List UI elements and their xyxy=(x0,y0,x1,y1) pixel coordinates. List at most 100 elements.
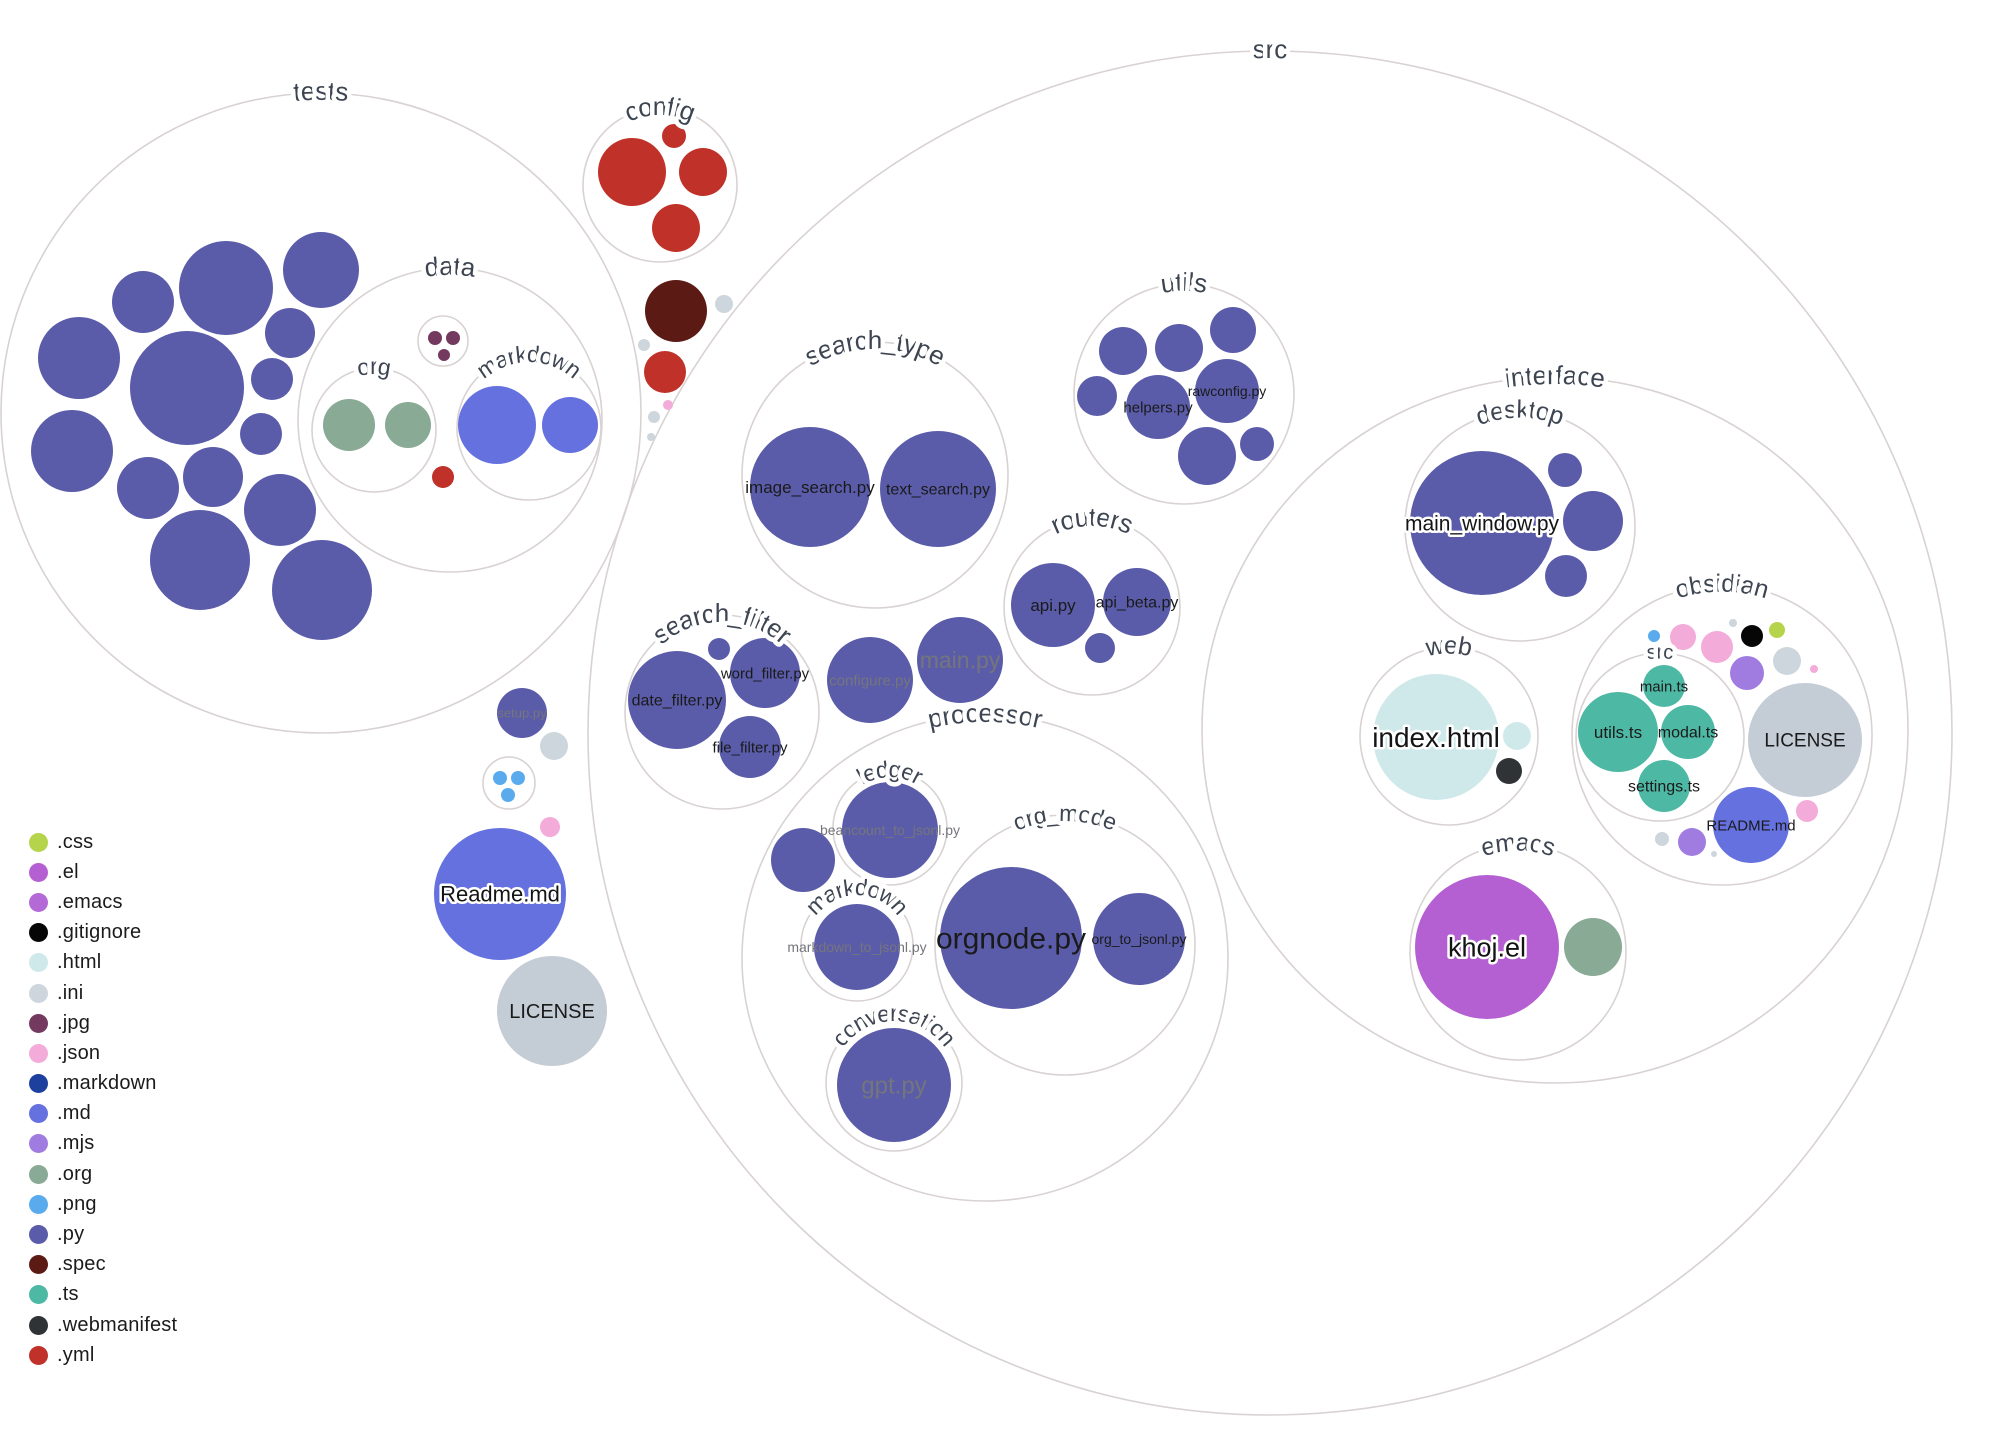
file-label-README.md: README.md xyxy=(1706,817,1795,834)
file-label-gpt.py: gpt.py xyxy=(861,1072,926,1099)
legend-item-webmanifest: .webmanifest xyxy=(29,1310,177,1340)
file-circle-ini xyxy=(715,295,733,313)
legend-ext-label: .emacs xyxy=(57,890,123,913)
file-circle-py xyxy=(31,410,113,492)
file-circle-md xyxy=(542,397,598,453)
file-circle-org xyxy=(1564,918,1622,976)
file-circle-image_search.py xyxy=(750,427,870,547)
file-label-file_filter.py: file_filter.py xyxy=(712,739,788,756)
dir-circle-org_mode xyxy=(934,814,1196,1076)
dir-circle-search_type xyxy=(741,341,1009,609)
dir-circle-utils xyxy=(1073,283,1295,505)
file-circle-png xyxy=(511,771,525,785)
file-circle-main_window.py xyxy=(1410,451,1554,595)
file-label-image_search.py: image_search.py xyxy=(745,478,875,497)
legend-ext-label: .jpg xyxy=(57,1011,91,1034)
file-label-date_filter.py: date_filter.py xyxy=(632,693,723,710)
file-circle-setup.py xyxy=(497,688,547,738)
file-circle-khoj.el xyxy=(1415,875,1559,1019)
file-circle-py xyxy=(1085,633,1115,663)
file-extension-legend: .css .el .emacs .gitignore .html .ini .jpg .jso… xyxy=(29,827,177,1370)
dir-circle-web xyxy=(1359,646,1539,826)
file-circle-png xyxy=(1648,630,1660,642)
file-circle-yml xyxy=(598,138,666,206)
file-circle-jpg xyxy=(446,331,460,345)
legend-ext-label: .webmanifest xyxy=(57,1313,178,1336)
file-circle-orgnode.py xyxy=(940,867,1082,1009)
dir-circle-desktop xyxy=(1404,410,1636,642)
dir-label-tests: tests xyxy=(292,76,349,107)
file-circle-api_beta.py xyxy=(1103,568,1171,636)
legend-item-org: .org xyxy=(29,1159,177,1189)
file-circle-yml xyxy=(432,466,454,488)
dir-label-org_mode: org_mode xyxy=(1009,800,1120,836)
file-circle-py xyxy=(38,317,120,399)
file-circle-ini xyxy=(1711,851,1717,857)
dir-circle-markdown xyxy=(456,355,602,501)
legend-color-dot xyxy=(29,1255,48,1275)
file-circle-ini xyxy=(1655,832,1669,846)
legend-item-markdown: .markdown xyxy=(29,1069,177,1099)
file-circle-modal.ts xyxy=(1661,705,1715,759)
file-label-utils.ts: utils.ts xyxy=(1594,723,1642,742)
dir-label-search_type: search_type xyxy=(799,325,950,372)
dir-label-src: src xyxy=(1252,34,1287,64)
file-circle-py xyxy=(272,540,372,640)
file-circle-ini xyxy=(638,339,650,351)
legend-item-md: .md xyxy=(29,1099,177,1129)
dir-circle-folder xyxy=(417,315,469,367)
legend-item-png: .png xyxy=(29,1189,177,1219)
legend-color-dot xyxy=(29,983,48,1003)
dir-circle-ledger xyxy=(832,770,948,886)
legend-color-dot xyxy=(29,1043,48,1063)
file-circle-json xyxy=(663,400,673,410)
file-circle-py xyxy=(1563,491,1623,551)
dir-circle-tests xyxy=(0,92,642,734)
dir-circles-layer xyxy=(0,50,1953,1416)
dir-circle-conversation xyxy=(825,1014,963,1152)
legend-color-dot xyxy=(29,1164,48,1184)
legend-item-ts: .ts xyxy=(29,1280,177,1310)
file-circle-org_to_jsonl.py xyxy=(1093,893,1185,985)
file-circle-css xyxy=(1769,622,1785,638)
file-label-orgnode.py: orgnode.py xyxy=(936,923,1086,956)
file-circle-py xyxy=(1545,555,1587,597)
file-circle-py xyxy=(251,358,293,400)
file-circle-ini xyxy=(647,433,655,441)
file-circle-Readme.md xyxy=(434,828,566,960)
file-circle-jpg xyxy=(428,331,442,345)
file-circle-py xyxy=(708,638,730,660)
file-circle-png xyxy=(493,771,507,785)
file-circle-py xyxy=(283,232,359,308)
file-circle-png xyxy=(501,788,515,802)
file-circle-py xyxy=(1077,376,1117,416)
file-circle-org xyxy=(385,402,431,448)
dir-label-emacs: emacs xyxy=(1478,828,1559,862)
legend-color-dot xyxy=(29,892,48,912)
file-circle-yml xyxy=(644,351,686,393)
file-circle-html xyxy=(1503,722,1531,750)
file-circle-rawconfig.py xyxy=(1195,359,1259,423)
file-circle-markdown_to_jsonl.py xyxy=(814,904,900,990)
file-circle-spec xyxy=(645,280,707,342)
dir-circle-markdown xyxy=(800,888,914,1002)
legend-color-dot xyxy=(29,923,48,943)
dir-circle-org xyxy=(311,367,437,493)
legend-ext-label: .markdown xyxy=(57,1072,157,1095)
legend-item-py: .py xyxy=(29,1219,177,1249)
dir-circle-config xyxy=(582,107,738,263)
legend-color-dot xyxy=(29,953,48,973)
file-circle-py xyxy=(117,457,179,519)
dir-label-markdown: markdown xyxy=(472,341,587,383)
dir-label-desktop: desktop xyxy=(1472,395,1567,431)
legend-item-html: .html xyxy=(29,948,177,978)
file-label-text_search.py: text_search.py xyxy=(886,482,990,499)
legend-color-dot xyxy=(29,862,48,882)
legend-item-yml: .yml xyxy=(29,1340,177,1370)
file-circle-py xyxy=(1155,324,1203,372)
dir-label-arc xyxy=(1202,377,1908,730)
file-label-settings.ts: settings.ts xyxy=(1628,779,1700,796)
file-circle-configure.py xyxy=(827,637,913,723)
file-label-LICENSE: LICENSE xyxy=(509,1001,595,1023)
legend-ext-label: .mjs xyxy=(57,1132,95,1155)
